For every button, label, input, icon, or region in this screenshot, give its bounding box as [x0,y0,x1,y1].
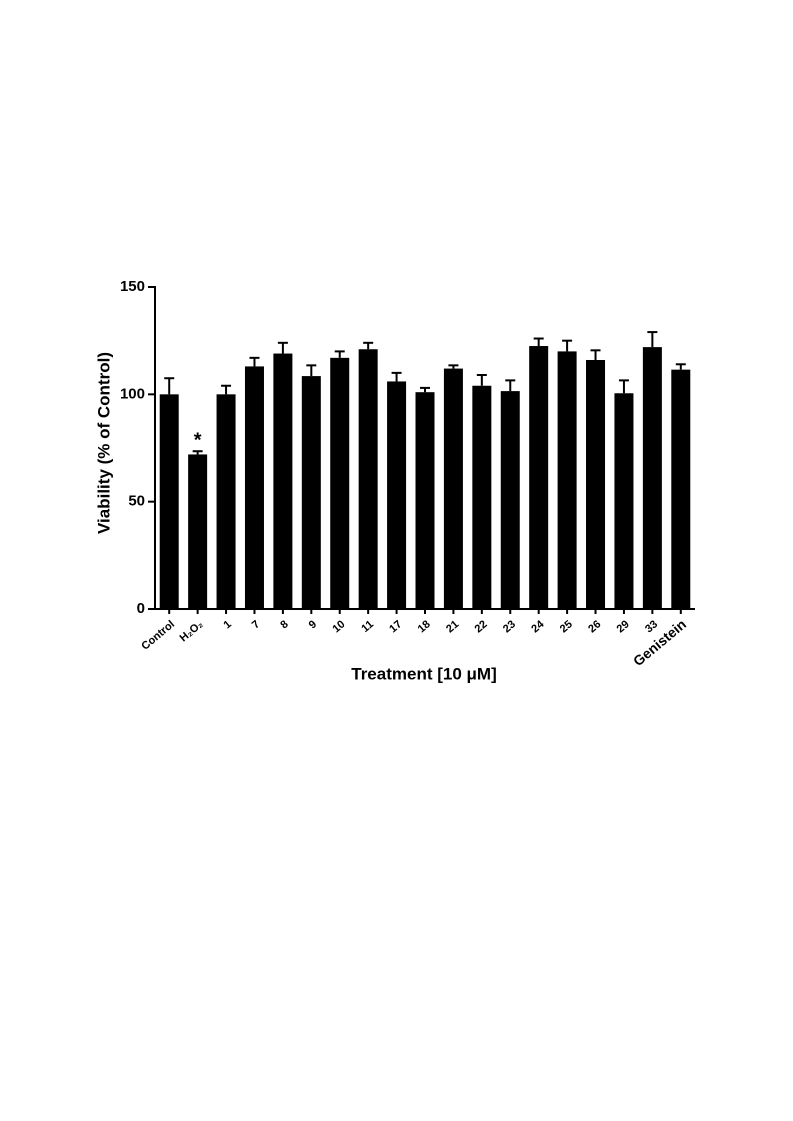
x-tick-label: 25 [558,618,575,635]
bar [216,394,236,609]
bar [557,351,577,609]
bar [244,366,264,609]
annotation: * [194,430,202,452]
x-tick-label: 23 [501,618,518,635]
bar [273,353,293,609]
bar [358,349,378,609]
bar [472,385,492,609]
x-tick-label: 8 [278,618,290,631]
x-axis-title: Treatment [10 μM] [351,664,497,683]
y-tick-label: 150 [120,278,145,295]
bar [614,393,634,609]
x-tick-label: 17 [387,618,404,635]
x-tick-label: 26 [586,618,603,635]
x-tick-label: 18 [416,618,433,635]
x-tick-label: 21 [444,618,461,635]
y-tick-label: 0 [137,600,145,617]
bar [443,368,463,609]
bar [330,357,350,609]
y-tick-label: 50 [128,493,145,510]
bar [387,381,407,609]
bar [301,376,321,609]
x-tick-label: Control [139,618,177,652]
bar [529,346,549,609]
bar [188,454,208,609]
bar [415,392,435,609]
x-tick-label: Genistein [630,616,689,669]
x-tick-label: 7 [250,618,262,631]
x-tick-label: 9 [307,618,319,631]
x-tick-label: 29 [615,618,632,635]
bar [500,391,520,609]
x-tick-label: 1 [221,618,233,631]
bar [586,359,606,609]
x-tick-label: H₂O₂ [178,618,206,644]
bar [671,369,691,609]
x-tick-label: 24 [529,618,547,636]
bar [642,347,662,609]
y-tick-label: 100 [120,385,145,402]
x-tick-label: 22 [473,618,490,635]
y-axis-title: Viability (% of Control) [94,352,113,534]
x-tick-label: 11 [359,618,376,635]
x-tick-label: 10 [330,618,347,635]
bar [159,394,179,609]
